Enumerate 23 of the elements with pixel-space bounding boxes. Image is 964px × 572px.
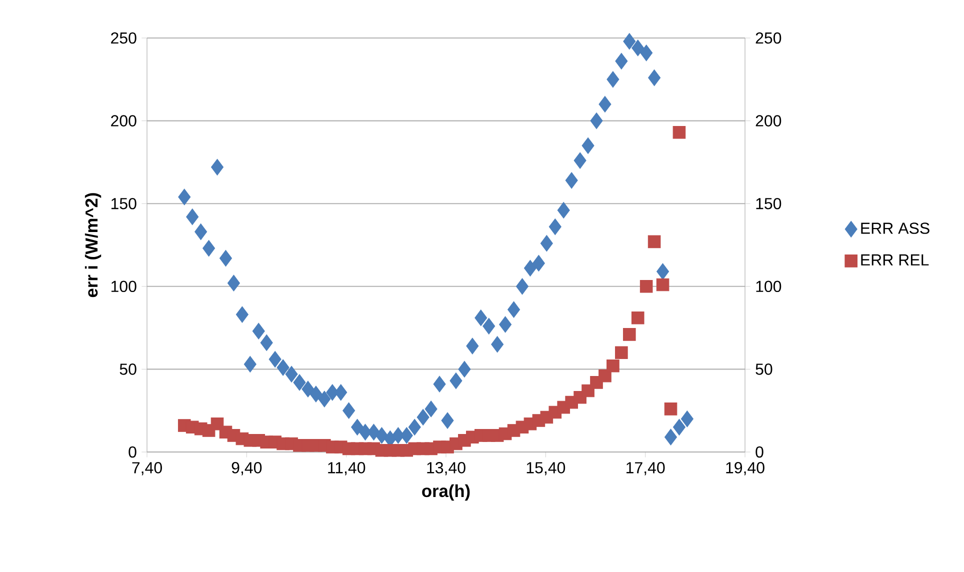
y-tick-label: 200	[111, 115, 136, 126]
legend-label: ERR ASS	[861, 222, 930, 234]
x-tick-label: 15,40	[526, 462, 566, 476]
y2-tick-label: 100	[756, 280, 782, 292]
x-axis-title: ora(h)	[422, 484, 470, 501]
x-tick-label: 13,40	[427, 462, 466, 476]
x-tick-label: 19,40	[726, 462, 764, 476]
x-tick-label: 11,40	[328, 462, 366, 476]
y2-tick-label: 200	[756, 115, 782, 126]
y2-tick-label: 50	[756, 364, 772, 375]
y-tick-label: 0	[128, 446, 136, 458]
y-tick-label: 100	[111, 280, 136, 292]
y2-tick-label: 150	[756, 198, 782, 210]
x-tick-label: 7,40	[132, 462, 162, 476]
x-tick-label: 17,40	[626, 462, 665, 476]
y-axis-title: err i (W/m^2)	[84, 193, 102, 298]
legend-label: ERR REL	[861, 254, 929, 266]
y2-tick-label: 0	[756, 446, 764, 458]
y-tick-label: 250	[111, 32, 136, 44]
y-tick-label: 50	[120, 364, 136, 375]
x-tick-label: 9,40	[232, 462, 262, 476]
y-tick-label: 150	[111, 198, 136, 210]
y2-tick-label: 250	[756, 32, 782, 44]
